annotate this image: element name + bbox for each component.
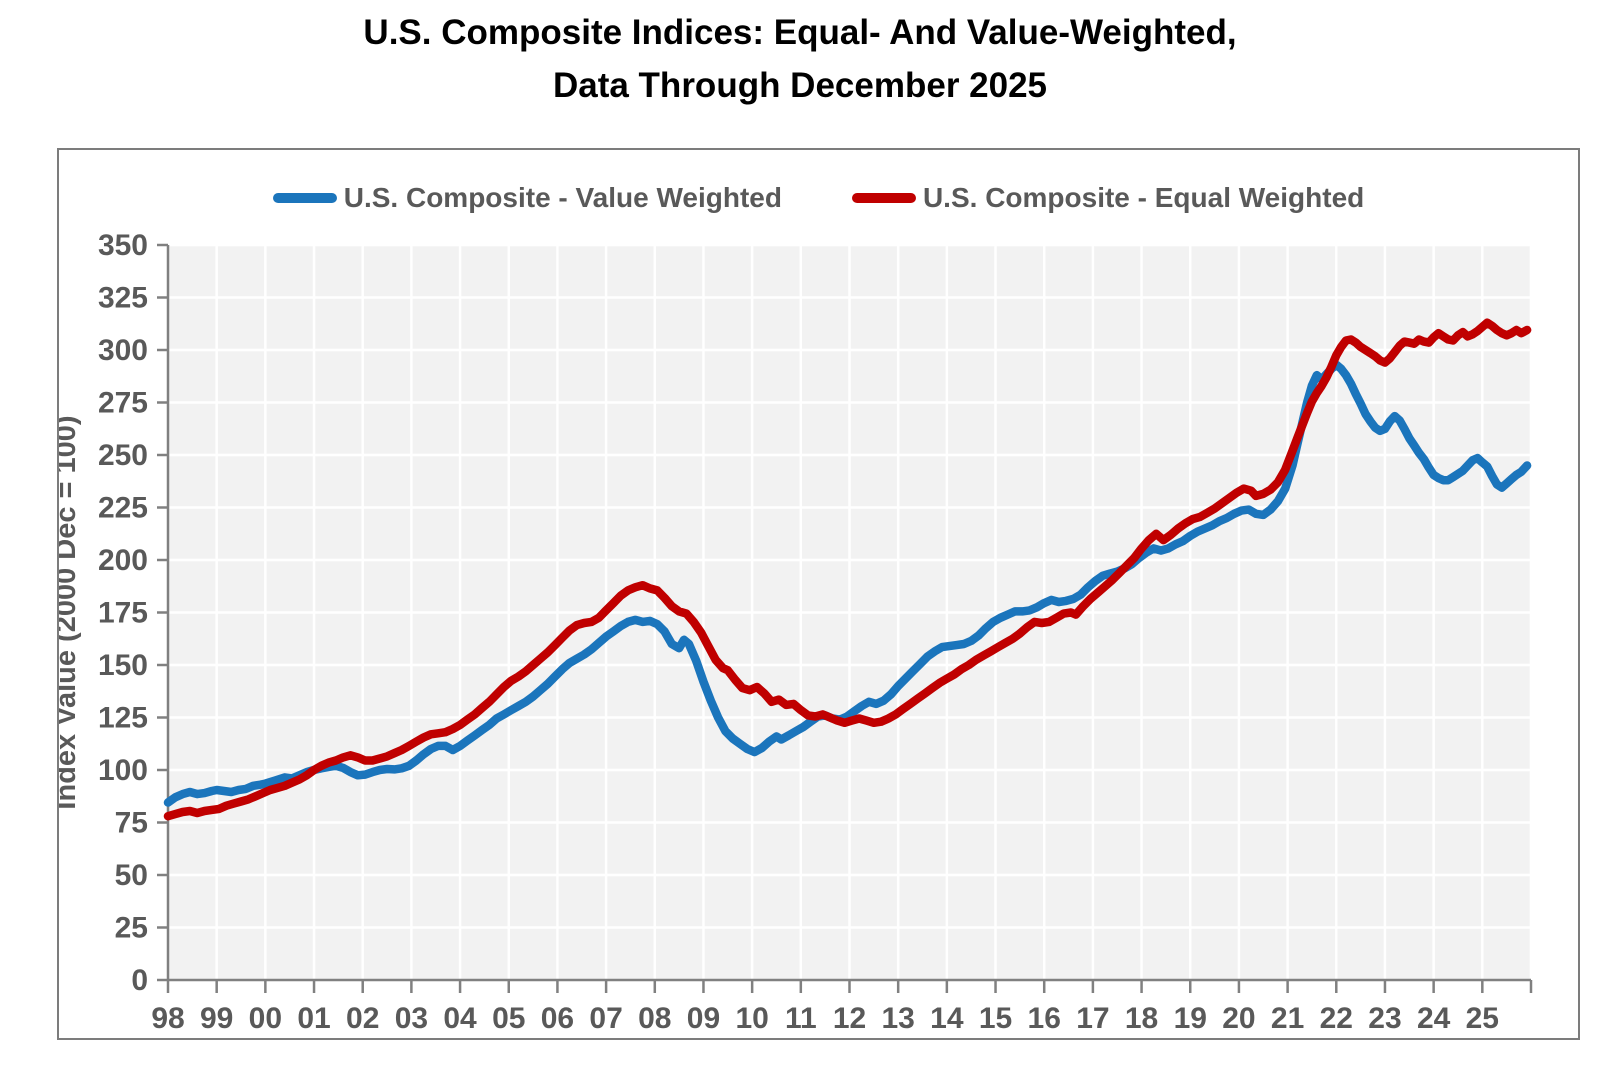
chart-title-line2: Data Through December 2025 (552, 66, 1048, 105)
x-tick-labels: 98 99 00 01 02 03 04 05 06 07 08 09 10 11 12 13 14 15 16 17… (151, 1002, 1499, 1034)
x-tick-label: 11 (785, 1002, 817, 1034)
y-tick-label: 325 (98, 282, 148, 315)
x-tick-label: 06 (541, 1002, 574, 1034)
x-tick-label: 02 (346, 1002, 379, 1034)
y-tick-label: 150 (98, 649, 148, 682)
x-tick-label: 12 (833, 1002, 866, 1034)
x-tick-label: 00 (249, 1002, 282, 1034)
x-tick-label: 17 (1076, 1002, 1109, 1034)
x-tick-label: 14 (930, 1002, 964, 1034)
x-tick-label: 09 (687, 1002, 720, 1034)
chart-frame: 0 25 50 75 100 125 150 175 200 225 250 275 300 325 350… (57, 148, 1580, 1040)
y-tick-label: 250 (98, 439, 148, 472)
y-tick-label: 125 (98, 702, 148, 735)
y-tick-label: 75 (115, 807, 148, 840)
y-tick-label: 175 (98, 597, 148, 630)
y-tick-label: 200 (98, 544, 148, 577)
chart-title-line1: U.S. Composite Indices: Equal- And Value… (363, 13, 1237, 52)
series-line-value-weighted (163, 360, 1532, 807)
x-tick-label: 23 (1368, 1002, 1401, 1034)
legend-swatch-equal-weighted-icon (851, 193, 916, 203)
legend-item-equal-weighted: U.S. Composite - Equal Weighted (851, 182, 1365, 214)
legend-label-equal-weighted: U.S. Composite - Equal Weighted (922, 182, 1365, 213)
x-tick-label: 99 (200, 1002, 233, 1034)
x-tick-label: 07 (589, 1002, 622, 1034)
x-tick-label: 01 (297, 1002, 330, 1034)
x-tick-label: 21 (1271, 1002, 1304, 1034)
series-line-equal-weighted (163, 318, 1532, 821)
legend-swatch-value-weighted-icon (272, 193, 337, 203)
y-tick-label: 0 (131, 964, 148, 997)
y-axis-title: Index Value (2000 Dec = 100) (59, 415, 82, 809)
y-tick-label: 350 (98, 229, 148, 262)
axes (157, 243, 1533, 993)
x-tick-label: 13 (881, 1002, 914, 1034)
x-tick-label: 16 (1028, 1002, 1061, 1034)
legend-item-value-weighted: U.S. Composite - Value Weighted (272, 182, 782, 214)
y-tick-label: 25 (115, 912, 148, 945)
x-tick-label: 24 (1417, 1002, 1451, 1034)
x-tick-label: 22 (1320, 1002, 1353, 1034)
x-tick-label: 20 (1222, 1002, 1255, 1034)
y-tick-label: 225 (98, 492, 148, 525)
y-tick-labels: 0 25 50 75 100 125 150 175 200 225 250 275 300 325 350 (98, 229, 148, 997)
x-tick-label: 98 (151, 1002, 184, 1034)
x-tick-label: 03 (395, 1002, 428, 1034)
x-tick-label: 05 (492, 1002, 525, 1034)
chart-canvas: 0255075100125150175200225250275300325350… (59, 229, 1533, 1034)
x-tick-label: 10 (735, 1002, 768, 1034)
legend: U.S. Composite - Value Weighted U.S. Com… (59, 182, 1578, 214)
x-tick-label: 25 (1466, 1002, 1499, 1034)
chart-title: U.S. Composite Indices: Equal- And Value… (0, 6, 1600, 112)
y-tick-label: 50 (115, 859, 148, 892)
x-tick-label: 08 (638, 1002, 671, 1034)
x-tick-label: 18 (1125, 1002, 1158, 1034)
y-tick-label: 300 (98, 334, 148, 367)
legend-label-value-weighted: U.S. Composite - Value Weighted (343, 182, 782, 213)
x-tick-label: 04 (443, 1002, 477, 1034)
y-tick-label: 100 (98, 754, 148, 787)
x-tick-label: 19 (1174, 1002, 1207, 1034)
x-tick-label: 15 (979, 1002, 1012, 1034)
y-tick-label: 275 (98, 387, 148, 420)
